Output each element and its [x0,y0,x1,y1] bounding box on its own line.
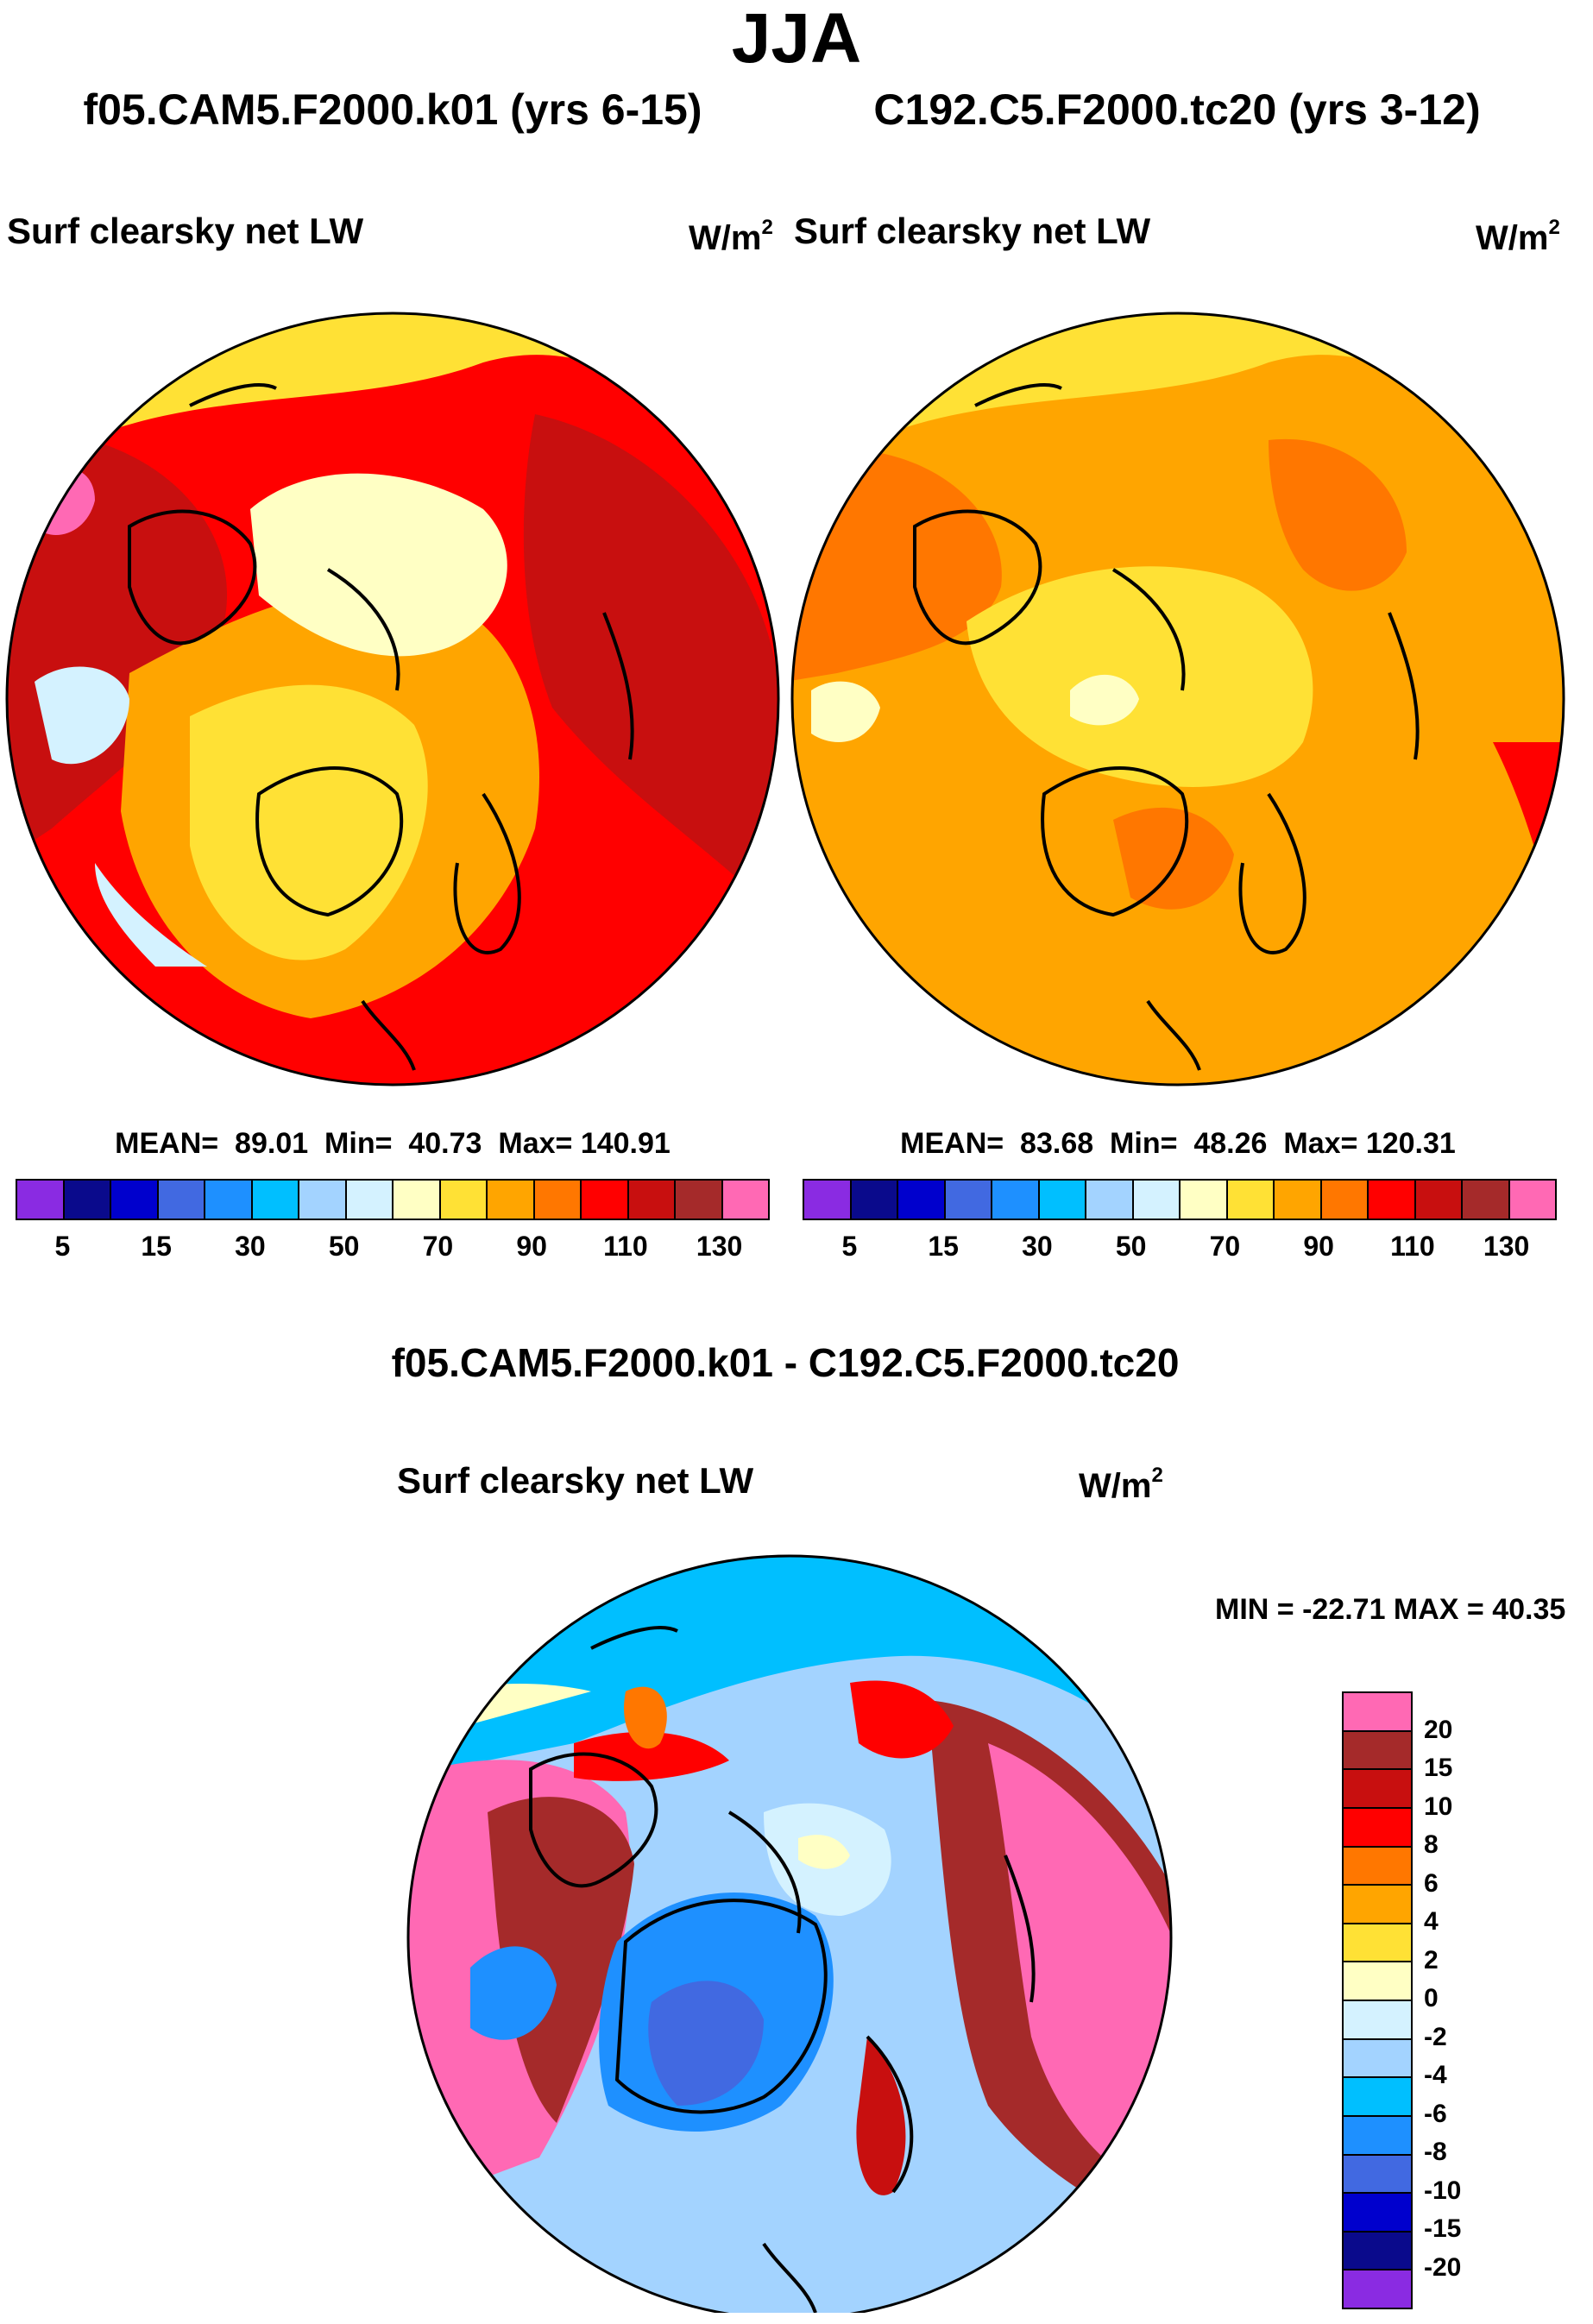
colorbar-swatch [1321,1181,1369,1219]
colorbar-swatch [111,1181,159,1219]
colorbar-swatch [582,1181,629,1219]
colorbar-swatch [1344,2155,1411,2195]
colorbar-swatch [394,1181,441,1219]
colorbar-tick-label: -15 [1424,2214,1462,2243]
colorbar-swatch [1344,1693,1411,1732]
colorbar-tick-label: -4 [1424,2061,1447,2089]
polar-map-right [790,312,1565,1086]
stats-left: MEAN= 89.01 Min= 40.73 Max= 140.91 [115,1127,671,1160]
colorbar-tick-label: 30 [1022,1231,1053,1262]
colorbar-swatch [1344,2232,1411,2271]
stats-right: MEAN= 83.68 Min= 48.26 Max= 120.31 [900,1127,1456,1160]
colorbar-tick-label: 90 [1303,1231,1334,1262]
colorbar-swatch [1039,1181,1086,1219]
colorbar-tick-label: -6 [1424,2099,1447,2128]
colorbar-swatch [534,1181,582,1219]
colorbar-swatch [1227,1181,1275,1219]
colorbar-swatch [1344,1924,1411,1963]
colorbar-swatch [992,1181,1040,1219]
colorbar-tick-label: 15 [1424,1754,1453,1782]
colorbar-swatch [804,1181,852,1219]
colorbar-tick-label: 110 [603,1231,648,1262]
colorbar-swatch [1181,1181,1228,1219]
colorbar-swatch [1344,2194,1411,2233]
case-title-left: f05.CAM5.F2000.k01 (yrs 6-15) [83,85,702,134]
colorbar-tick-label: -10 [1424,2176,1462,2205]
colorbar-swatch [1344,1770,1411,1809]
colorbar-swatch [945,1181,992,1219]
colorbar-tick-label: 10 [1424,1792,1453,1821]
colorbar-swatch [346,1181,394,1219]
colorbar-swatch [851,1181,898,1219]
colorbar-swatch [1415,1181,1463,1219]
colorbar-swatch [1086,1181,1134,1219]
units-label-diff: W/m2 [1079,1464,1163,1505]
colorbar-swatch [17,1181,65,1219]
colorbar-tick-label: 20 [1424,1715,1453,1744]
diff-minmax: MIN = -22.71 MAX = 40.35 [1215,1593,1566,1626]
colorbar-swatch [1369,1181,1416,1219]
difference-title: f05.CAM5.F2000.k01 - C192.C5.F2000.tc20 [391,1340,1180,1385]
polar-map-difference [406,1554,1173,2313]
colorbar-tick-label: -2 [1424,2022,1447,2051]
units-label-left: W/m2 [689,216,773,257]
colorbar-tick-label: 70 [1209,1231,1241,1262]
colorbar-tick-label: 15 [928,1231,959,1262]
polar-map-left [5,312,780,1086]
colorbar-swatch [898,1181,946,1219]
case-title-right: C192.C5.F2000.tc20 (yrs 3-12) [873,85,1481,134]
colorbar-swatch [1344,1808,1411,1848]
colorbar-tick-label: 5 [54,1231,71,1262]
colorbar-swatch [1344,1731,1411,1771]
colorbar-swatch [1344,2001,1411,2040]
colorbar-swatch [158,1181,205,1219]
colorbar-swatch [1344,2270,1411,2308]
colorbar-tick-label: -20 [1424,2252,1462,2282]
colorbar-tick-label: 15 [141,1231,172,1262]
colorbar-swatch [1275,1181,1322,1219]
colorbar-tick-label: 30 [235,1231,266,1262]
units-label-right: W/m2 [1476,216,1560,257]
colorbar-swatch [1463,1181,1510,1219]
colorbar-tick-label: 50 [328,1231,360,1262]
colorbar-swatch [722,1181,768,1219]
colorbar-tick-label: 6 [1424,1868,1439,1898]
colorbar-swatch [64,1181,111,1219]
colorbar-tick-label: 0 [1424,1984,1439,2012]
variable-label-left: Surf clearsky net LW [7,211,364,251]
colorbar-swatch [1344,2116,1411,2156]
colorbar-tick-label: 90 [516,1231,547,1262]
colorbar-swatch [1133,1181,1181,1219]
colorbar-swatch [676,1181,723,1219]
colorbar-swatch [488,1181,535,1219]
season-title: JJA [731,0,862,78]
colorbar-swatch [1344,1886,1411,1924]
colorbar-tick-label: 110 [1390,1231,1435,1262]
colorbar-swatch [299,1181,347,1219]
colorbar-swatch [1344,1962,1411,2001]
colorbar-swatch [440,1181,488,1219]
colorbar-tick-label: -8 [1424,2138,1447,2166]
colorbar-tick-label: 4 [1424,1907,1439,1936]
colorbar-swatch [252,1181,299,1219]
colorbar-swatch [628,1181,676,1219]
colorbar-tick-label: 70 [422,1231,454,1262]
colorbar-tick-label: 2 [1424,1945,1439,1974]
colorbar-tick-label: 8 [1424,1830,1439,1859]
colorbar-swatch [1509,1181,1555,1219]
colorbar-swatch [1344,1847,1411,1886]
colorbar-swatch [1344,2078,1411,2117]
colorbar-tick-label: 5 [841,1231,858,1262]
colorbar-right [803,1179,1557,1220]
variable-label-diff: Surf clearsky net LW [397,1460,754,1501]
colorbar-tick-label: 130 [1483,1231,1530,1262]
colorbar-tick-label: 50 [1115,1231,1147,1262]
colorbar-swatch [1344,2039,1411,2079]
variable-label-right: Surf clearsky net LW [794,211,1151,251]
colorbar-difference [1342,1691,1413,2309]
colorbar-swatch [205,1181,253,1219]
colorbar-tick-label: 130 [696,1231,743,1262]
colorbar-left [16,1179,770,1220]
